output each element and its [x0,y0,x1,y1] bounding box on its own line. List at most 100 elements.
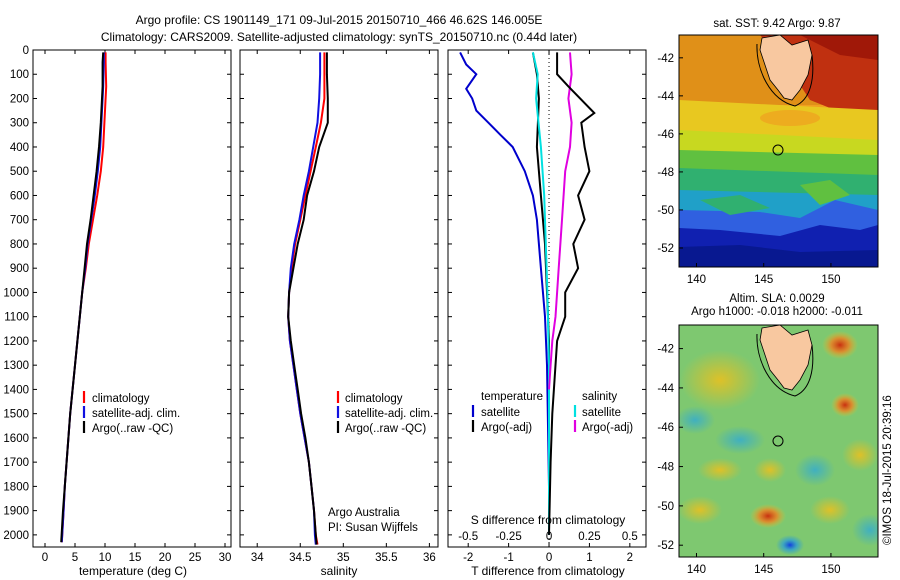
argo-position-marker [772,435,784,447]
series-line-t-satellite [459,51,550,535]
x-tick-label: 34 [251,552,264,564]
x-tick-label: 2 [627,552,633,564]
series-line-s-argo-adj- [548,52,573,390]
y-tick-label: 200 [10,93,29,105]
axes-layer: 0100200300400500600700800900100011001200… [3,45,646,564]
series-line-satellite-adj-clim- [287,52,322,545]
legend-satellite-label: satellite-adj. clim. [92,408,180,420]
y-tick-label: 1200 [3,336,29,348]
map-y-tick-label: -44 [657,91,674,103]
x-tick-label: 34.5 [289,552,311,564]
map-x-tick-label: 140 [687,274,706,286]
x-tick-label: 10 [99,552,112,564]
x-tick-label: 30 [219,552,232,564]
y-tick-label: 1100 [4,312,29,324]
x-tick-label: 35.5 [375,552,397,564]
series-line-satellite-adj-clim- [60,52,105,543]
sst-map-title: sat. SST: 9.42 Argo: 9.87 [713,18,840,30]
map-y-tick-label: -48 [657,462,674,474]
map-y-tick-label: -42 [657,53,674,65]
sla-map: Altim. SLA: 0.0029 Argo h1000: -0.018 h2… [657,293,879,576]
argo-australia-label: Argo Australia [328,507,400,519]
series-line-climatology [60,52,108,543]
temperature-legend: climatology satellite-adj. clim. Argo(..… [82,391,180,435]
y-tick-label: 1800 [3,481,29,493]
y-tick-label: 400 [10,142,29,154]
series-line-s-argo [548,52,596,535]
y-tick-label: 900 [10,263,29,275]
y-tick-label: 1300 [3,360,29,372]
top-tick-label: -0.5 [458,531,478,543]
series-line-climatology [287,52,326,545]
map-y-tick-label: -52 [657,243,674,255]
x-tick-label: 20 [159,552,172,564]
map-x-tick-label: 150 [821,564,840,576]
y-tick-label: 1600 [3,433,29,445]
legend-salinity-title: salinity [582,391,617,403]
y-tick-label: 1900 [3,506,29,518]
map-y-tick-label: -48 [657,167,674,179]
y-tick-label: 500 [10,166,29,178]
legend-climatology-label: climatology [92,393,150,405]
map-y-tick-label: -50 [657,501,674,513]
legend-t-satellite-label: satellite [481,407,520,419]
difference-axes [447,49,647,548]
y-tick-label: 800 [10,239,29,251]
legend-satellite-label: satellite-adj. clim. [345,408,433,420]
map-y-tick-label: -42 [657,344,674,356]
map-y-tick-label: -46 [657,129,674,141]
y-tick-label: 700 [10,215,29,227]
legend-argo-label: Argo(..raw -QC) [92,423,173,435]
y-tick-label: 300 [10,118,29,130]
x-tick-label: 36 [423,552,436,564]
top-tick-label: 0 [546,531,552,543]
pi-label: PI: Susan Wijffels [328,522,418,534]
y-tick-label: 600 [10,190,29,202]
sla-map-title: Altim. SLA: 0.0029 [729,293,824,305]
x-tick-label: 0 [546,552,552,564]
map-y-tick-label: -44 [657,383,674,395]
x-tick-label: -2 [463,552,473,564]
salinity-xlabel: salinity [321,564,358,578]
y-tick-label: 0 [23,45,29,57]
x-tick-label: 25 [189,552,202,564]
legend-argo-label: Argo(..raw -QC) [345,423,426,435]
argo-position-marker [772,144,784,156]
y-tick-label: 1500 [3,409,29,421]
series-layer [60,51,596,545]
map-y-tick-label: -52 [657,540,674,552]
map-y-tick-label: -46 [657,422,674,434]
imos-watermark: ©IMOS 18-Jul-2015 20:39:16 [882,395,894,545]
figure-title-line2: Climatology: CARS2009. Satellite-adjuste… [101,30,577,44]
legend-temperature-title: temperature [481,391,543,403]
map-x-tick-label: 150 [821,274,840,286]
difference-legend: temperature salinity satellite Argo(-adj… [471,391,633,434]
y-tick-label: 1000 [3,287,29,299]
legend-s-satellite-label: satellite [582,407,621,419]
map-y-tick-label: -50 [657,205,674,217]
x-tick-label: -1 [503,552,513,564]
series-line-argo-raw-qc- [60,52,105,543]
top-tick-label: 0.25 [578,531,600,543]
legend-s-argo-label: Argo(-adj) [582,422,633,434]
temperature-axes [32,49,232,548]
y-tick-label: 2000 [3,530,29,542]
x-tick-label: 35 [337,552,350,564]
sst-map: sat. SST: 9.42 Argo: 9.87 140 145 150 -42 -4… [657,18,879,286]
figure-title-line1: Argo profile: CS 1901149_171 09-Jul-2015… [136,13,543,27]
x-tick-label: 0 [42,552,48,564]
y-tick-label: 1700 [3,457,29,469]
top-tick-label: 0.5 [622,531,638,543]
top-tick-label: -0.25 [496,531,522,543]
map-x-tick-label: 140 [687,564,706,576]
series-line-argo-raw-qc- [287,52,329,545]
t-difference-xlabel: T difference from climatology [471,564,625,578]
x-tick-label: 1 [586,552,592,564]
map-x-tick-label: 145 [754,564,773,576]
salinity-axes [239,49,439,548]
legend-t-argo-label: Argo(-adj) [481,422,532,434]
temperature-xlabel: temperature (deg C) [79,564,187,578]
series-line-s-satellite [531,52,550,535]
y-tick-label: 1400 [3,384,29,396]
